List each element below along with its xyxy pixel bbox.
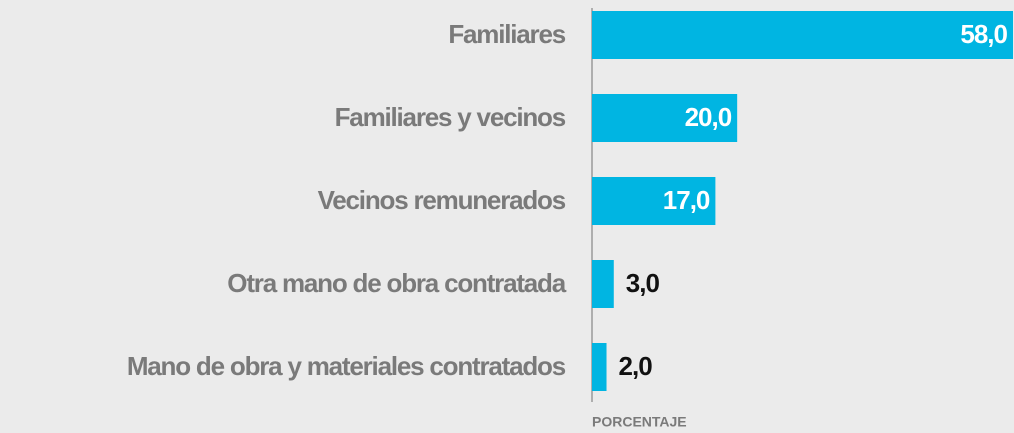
value-label: 2,0	[619, 351, 653, 381]
category-label: Familiares	[448, 19, 565, 49]
category-label: Mano de obra y materiales contratados	[127, 351, 566, 381]
bar	[592, 260, 614, 308]
bar	[592, 177, 716, 225]
bar	[592, 94, 738, 142]
x-axis-label: PORCENTAJE	[592, 414, 687, 430]
value-label: 58,0	[960, 19, 1007, 49]
category-label: Otra mano de obra contratada	[227, 268, 566, 298]
value-label: 3,0	[626, 268, 660, 298]
value-label: 17,0	[663, 185, 710, 215]
bar	[592, 11, 1013, 59]
value-label: 20,0	[685, 102, 732, 132]
category-label: Familiares y vecinos	[335, 102, 566, 132]
category-label: Vecinos remunerados	[318, 185, 566, 215]
bar	[592, 343, 607, 391]
